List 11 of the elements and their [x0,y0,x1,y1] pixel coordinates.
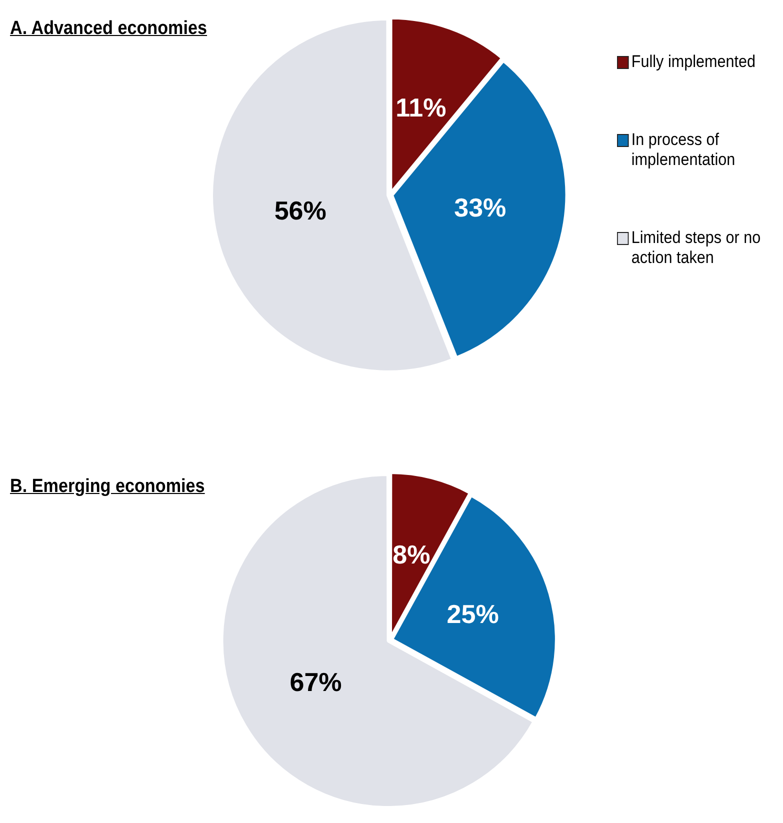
data-label: 11% [396,92,446,122]
data-label: 33% [454,192,506,222]
legend-label: Limited steps or no action taken [631,228,762,268]
chart-title: A. Advanced economies [10,18,208,40]
data-label: 67% [290,667,342,698]
data-label: 8% [392,540,430,570]
legend-label: In process of implementation [631,130,736,170]
legend-label: Fully implemented [631,52,756,72]
chart-title: B. Emerging economies [10,476,205,498]
data-label: 56% [274,195,326,226]
data-label: 25% [446,599,499,630]
